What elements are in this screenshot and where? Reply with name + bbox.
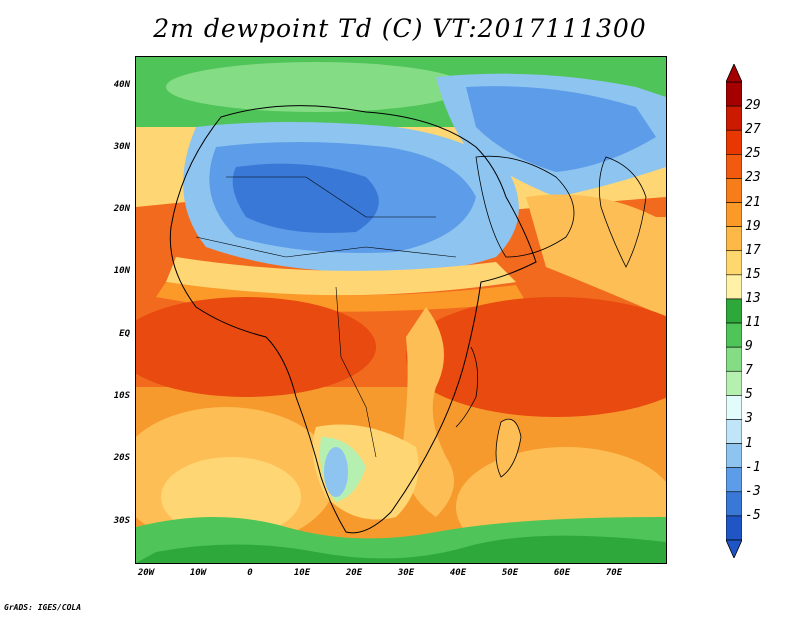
credit-text: GrADS: IGES/COLA (4, 603, 82, 612)
colorbar-segment (726, 129, 742, 155)
colorbar-segment (726, 202, 742, 227)
lat-label: 30S (113, 516, 130, 526)
colorbar-segment (726, 419, 742, 444)
lon-label: 0 (247, 568, 253, 578)
dewpoint-map (135, 56, 667, 564)
map-title: 2m dewpoint Td (C) VT:2017111300 (153, 14, 647, 43)
lon-label: 70E (605, 568, 623, 578)
colorbar-label: 13 (745, 290, 761, 306)
colorbar-segment (726, 467, 742, 493)
colorbar-label: 21 (745, 194, 761, 210)
colorbar-label: 7 (745, 363, 753, 379)
colorbar-label: 3 (745, 411, 753, 427)
colorbar (726, 64, 742, 558)
colorbar-segment (726, 515, 742, 541)
lon-label: 20W (137, 568, 155, 578)
colorbar-segment (726, 346, 742, 372)
colorbar-label: 15 (745, 266, 761, 282)
colorbar-label: -3 (745, 483, 761, 499)
colorbar-label: 11 (745, 315, 761, 331)
lat-label: 10N (113, 266, 130, 276)
colorbar-segment (726, 250, 742, 276)
colorbar-segment (726, 154, 742, 179)
colorbar-label: 5 (745, 387, 753, 403)
lat-label: EQ (119, 329, 130, 339)
colorbar-label: 25 (745, 146, 761, 162)
colorbar-segment (726, 443, 742, 468)
lat-label: 10S (113, 391, 130, 401)
colorbar-label: 27 (745, 122, 761, 138)
colorbar-label: 19 (745, 218, 761, 234)
colorbar-segment (726, 395, 742, 420)
colorbar-label: 23 (745, 170, 761, 186)
lat-label: 30N (113, 142, 130, 152)
colorbar-label: -1 (745, 459, 761, 475)
lon-label: 60E (553, 568, 571, 578)
colorbar-segment (726, 370, 742, 396)
colorbar-segment (726, 491, 742, 517)
lon-label: 30E (397, 568, 415, 578)
colorbar-segment (726, 226, 742, 252)
lat-label: 40N (113, 80, 130, 90)
dewpoint-field (136, 57, 666, 563)
colorbar-segment (726, 322, 742, 348)
colorbar-segment (726, 81, 742, 107)
colorbar-segment (726, 298, 742, 324)
lon-label: 40E (449, 568, 467, 578)
lat-label: 20N (113, 204, 130, 214)
colorbar-label: 9 (745, 339, 753, 355)
colorbar-segment (726, 274, 742, 300)
colorbar-label: 29 (745, 98, 761, 114)
lon-label: 50E (501, 568, 519, 578)
colorbar-segment (726, 178, 742, 203)
lon-label: 20E (345, 568, 363, 578)
lon-label: 10E (293, 568, 311, 578)
lat-label: 20S (113, 453, 130, 463)
colorbar-label: 17 (745, 242, 761, 258)
lon-label: 10W (189, 568, 207, 578)
colorbar-label: 1 (745, 435, 753, 451)
colorbar-label: -5 (745, 507, 761, 523)
colorbar-top-arrow (726, 64, 742, 83)
colorbar-segment (726, 105, 742, 131)
colorbar-bottom-arrow (726, 539, 742, 558)
